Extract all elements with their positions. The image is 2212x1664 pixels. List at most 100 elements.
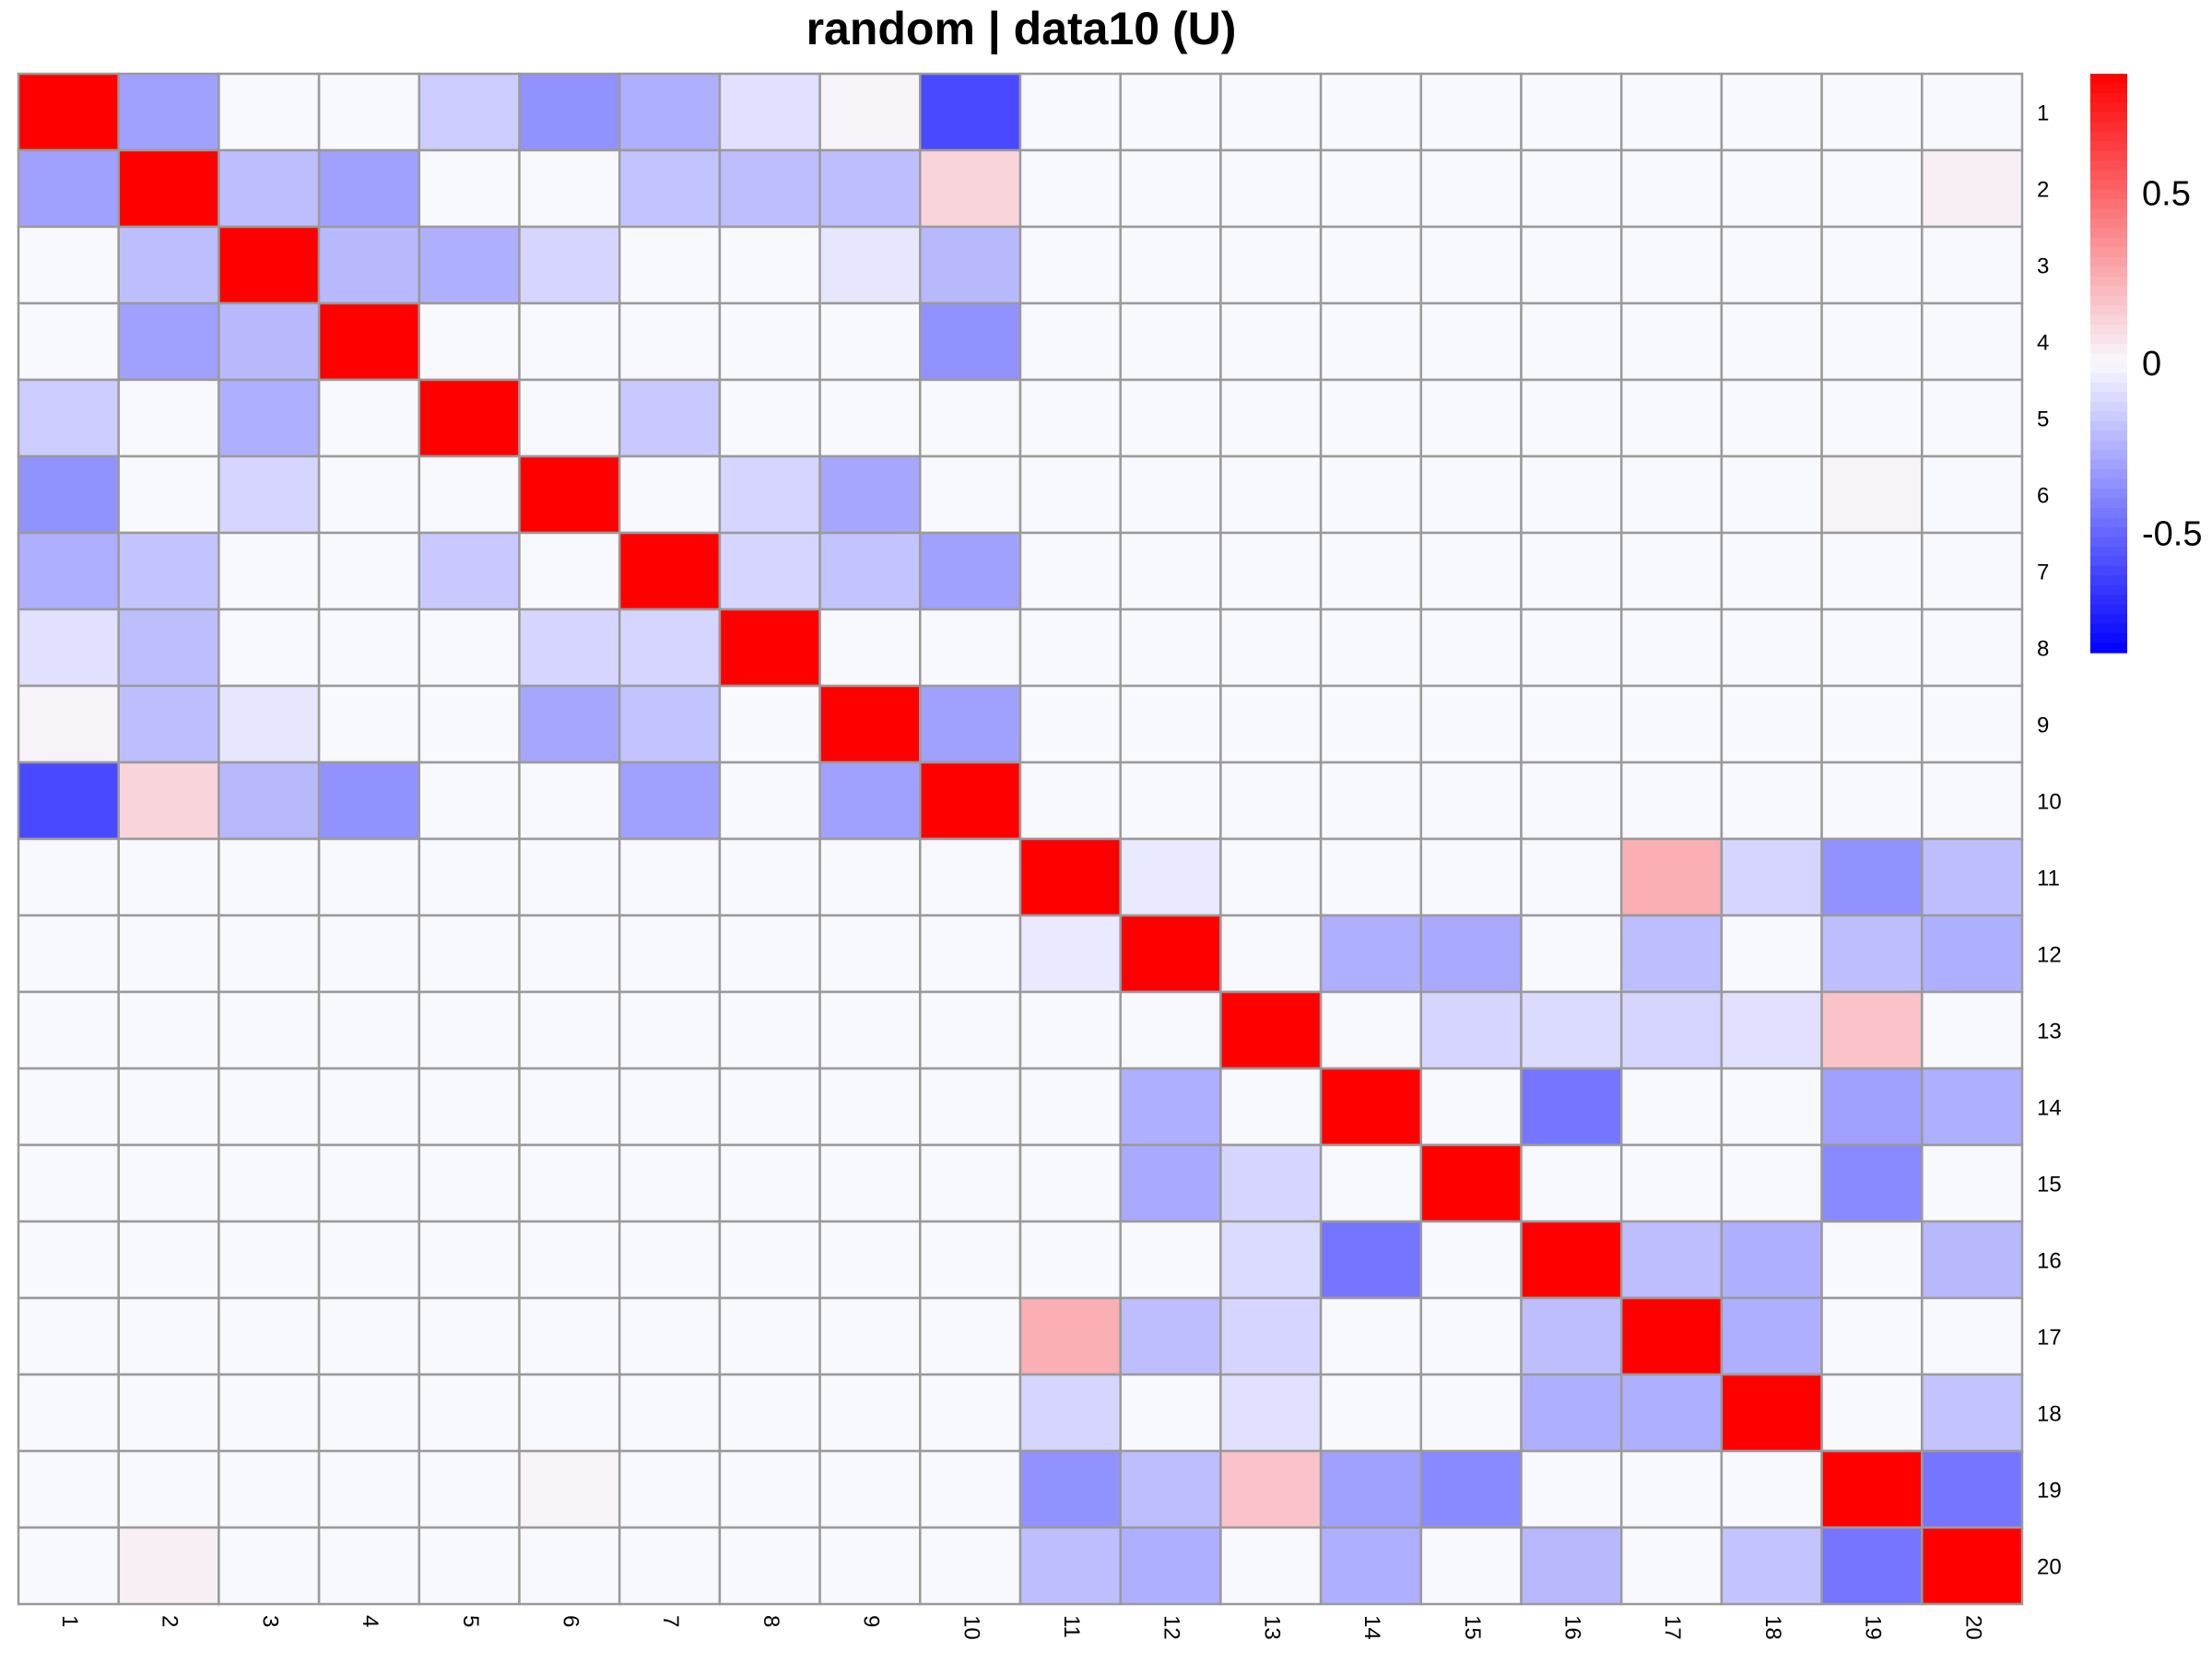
heatmap-cell [618,454,722,535]
heatmap-cell [117,1067,220,1147]
heatmap-cell [1018,225,1122,305]
heatmap-cell [1319,531,1423,611]
heatmap-cell [919,837,1022,917]
heatmap-cell [518,531,621,611]
heatmap-cell [1219,761,1323,841]
heatmap-cell [317,608,421,688]
heatmap-cell [618,608,722,688]
heatmap-cell [718,148,821,229]
heatmap-cell [418,684,521,764]
heatmap-cell [1520,761,1623,841]
heatmap-cell [1720,1449,1823,1529]
heatmap-cell [317,1067,421,1147]
heatmap-cell [518,1373,621,1453]
heatmap-cell [1018,914,1122,994]
legend-tick-label: 0 [2142,345,2161,384]
heatmap-cell [718,454,821,535]
heatmap-cell [1419,1526,1523,1606]
heatmap-cell [1619,225,1724,305]
heatmap-cell [1219,1373,1323,1453]
heatmap-cell [618,684,722,764]
heatmap-cell [1619,761,1724,841]
heatmap-cell [518,148,621,229]
legend-swatch [2090,498,2127,509]
heatmap-cell [1018,837,1122,917]
heatmap-cell [518,684,621,764]
row-label: 17 [2037,1326,2062,1351]
legend-swatch [2090,102,2127,113]
heatmap-cell [1921,225,2024,305]
column-label: 11 [1059,1615,1084,1638]
heatmap-cell [17,301,120,382]
heatmap-cell [1119,531,1222,611]
heatmap-cell [1921,1143,2024,1223]
heatmap-cell [818,225,922,305]
heatmap-cell [1219,301,1323,382]
heatmap-cell [818,531,922,611]
row-label: 14 [2037,1096,2062,1121]
heatmap-cell [117,301,220,382]
column-label: 12 [1159,1615,1184,1640]
heatmap-cell [1419,454,1523,535]
heatmap-cell [317,301,421,382]
row-label: 4 [2037,331,2049,356]
row-label: 6 [2037,484,2049,509]
legend-swatch [2090,372,2127,384]
heatmap-cell [1419,378,1523,458]
heatmap-cell [919,914,1022,994]
heatmap-cell [117,1143,220,1223]
heatmap-cell [317,837,421,917]
row-label: 16 [2037,1249,2062,1274]
heatmap-cell [117,608,220,688]
column-label: 2 [158,1615,182,1627]
heatmap-cell [818,608,922,688]
heatmap-cell [919,608,1022,688]
heatmap-cell [1219,1067,1323,1147]
heatmap-cell [1619,531,1724,611]
heatmap-cell [1921,1067,2024,1147]
heatmap-cell [418,301,521,382]
heatmap-cells [17,72,2024,1606]
heatmap-cell [1319,1526,1423,1606]
heatmap-cell [1619,914,1724,994]
heatmap-cell [1018,301,1122,382]
legend-swatch [2090,180,2127,191]
heatmap-cell [1820,1067,1924,1147]
legend-swatch [2090,526,2127,537]
heatmap-cell [1820,225,1924,305]
heatmap-cell [1119,1220,1222,1300]
heatmap-cell [618,914,722,994]
heatmap-cell [1619,1220,1724,1300]
heatmap-cell [718,1373,821,1453]
row-label: 12 [2037,943,2062,968]
heatmap-cell [1921,378,2024,458]
heatmap-cell [1119,684,1222,764]
heatmap-cell [1119,990,1222,1070]
column-label: 5 [458,1615,483,1627]
heatmap-cell [1119,454,1222,535]
heatmap-cell [1419,837,1523,917]
heatmap-cell [1018,684,1122,764]
heatmap-cell [1018,1220,1122,1300]
heatmap-cell [1520,1296,1623,1376]
heatmap-cell [1921,148,2024,229]
row-label: 9 [2037,714,2049,738]
heatmap-cell [17,1526,120,1606]
legend-swatch [2090,218,2127,230]
heatmap-cell [1419,608,1523,688]
heatmap-cell [1921,837,2024,917]
legend-swatch [2090,160,2127,171]
heatmap-cell [418,914,521,994]
heatmap-cell [818,1067,922,1147]
heatmap-cell [218,914,321,994]
heatmap-cell [1018,761,1122,841]
heatmap-cell [618,148,722,229]
heatmap-cell [1921,1220,2024,1300]
heatmap-cell [1921,914,2024,994]
legend-swatch [2090,112,2127,123]
heatmap-cell [1018,1526,1122,1606]
heatmap-cell [317,990,421,1070]
heatmap-cell [1018,1296,1122,1376]
heatmap-cell [818,914,922,994]
